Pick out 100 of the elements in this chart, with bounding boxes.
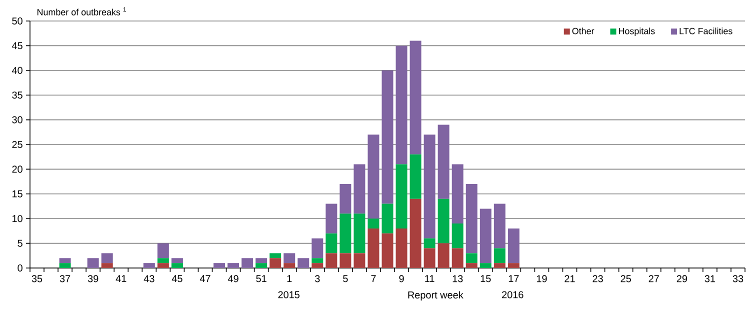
x-tick-label: 39 bbox=[88, 275, 98, 282]
bar bbox=[382, 70, 394, 204]
bar bbox=[382, 204, 394, 234]
bar bbox=[256, 258, 268, 264]
bar bbox=[157, 258, 169, 264]
bar bbox=[171, 258, 183, 264]
bar bbox=[214, 263, 226, 268]
x-tick-label: 1 bbox=[287, 275, 292, 282]
x-tick-label: 43 bbox=[144, 275, 154, 282]
text: 2015 bbox=[278, 291, 300, 298]
bar bbox=[424, 238, 436, 248]
y-tick-label: 30 bbox=[12, 116, 22, 124]
bar bbox=[494, 204, 506, 248]
x-tick-label: 17 bbox=[508, 275, 519, 282]
bar bbox=[368, 134, 380, 219]
bar bbox=[368, 218, 380, 228]
bar bbox=[452, 224, 464, 248]
x-tick-label: 51 bbox=[256, 275, 266, 282]
bar bbox=[480, 208, 492, 264]
x-tick-label: 49 bbox=[228, 275, 238, 282]
x-tick-label: 47 bbox=[200, 275, 210, 282]
bar bbox=[340, 184, 352, 214]
x-tick-label: 33 bbox=[732, 275, 744, 282]
x-tick-label: 35 bbox=[32, 275, 42, 282]
bar bbox=[452, 164, 464, 224]
bar bbox=[101, 253, 113, 264]
y-tick-label: 0 bbox=[18, 264, 22, 272]
bar bbox=[340, 253, 352, 268]
bar bbox=[59, 263, 71, 268]
y-tick-label: 50 bbox=[12, 17, 22, 25]
bar bbox=[396, 228, 408, 268]
bar bbox=[101, 263, 113, 268]
bar bbox=[354, 164, 366, 214]
bar bbox=[312, 238, 324, 258]
x-tick-label: 25 bbox=[620, 275, 631, 282]
y-tick-label: 40 bbox=[12, 66, 22, 74]
bar bbox=[466, 253, 478, 264]
legend-label: Other bbox=[572, 28, 594, 34]
y-tick-label: 10 bbox=[12, 215, 22, 222]
x-tick-label: 37 bbox=[60, 275, 70, 282]
bar bbox=[312, 263, 324, 268]
bar bbox=[438, 124, 450, 199]
bar bbox=[354, 253, 366, 268]
bar bbox=[508, 263, 520, 268]
bar bbox=[157, 263, 169, 268]
y-tick-label: 45 bbox=[12, 42, 22, 50]
bar bbox=[298, 258, 310, 268]
bar bbox=[494, 263, 506, 268]
bar bbox=[438, 198, 450, 244]
bar bbox=[508, 228, 520, 264]
bar bbox=[424, 134, 436, 238]
bar bbox=[242, 258, 254, 268]
bar bbox=[410, 154, 422, 199]
x-tick-label: 45 bbox=[172, 275, 182, 282]
bar bbox=[396, 164, 408, 228]
bar bbox=[340, 214, 352, 254]
x-tick-label: 7 bbox=[371, 275, 376, 282]
x-tick-label: 13 bbox=[452, 275, 463, 282]
x-tick-label: 11 bbox=[425, 275, 434, 282]
bar bbox=[59, 258, 71, 264]
bar bbox=[270, 253, 282, 258]
bar bbox=[87, 258, 99, 268]
bar bbox=[410, 40, 422, 154]
y-axis-title: Number of outbreaks $^{1}$ bbox=[38, 7, 126, 16]
bar bbox=[466, 263, 478, 268]
bar bbox=[143, 263, 155, 268]
bar bbox=[424, 248, 436, 268]
bar bbox=[480, 263, 492, 268]
bar bbox=[326, 233, 338, 254]
bar bbox=[494, 248, 506, 264]
x-tick-label: 19 bbox=[536, 275, 547, 282]
bar bbox=[157, 243, 169, 258]
bar bbox=[326, 204, 338, 234]
x-tick-label: 23 bbox=[592, 275, 603, 282]
y-tick-label: 20 bbox=[12, 166, 22, 173]
y-tick-label: 25 bbox=[12, 140, 22, 148]
text: 2016 bbox=[502, 291, 524, 298]
bar bbox=[354, 214, 366, 254]
y-tick-label: 15 bbox=[12, 190, 22, 198]
bar bbox=[438, 243, 450, 268]
bar bbox=[466, 184, 478, 254]
bar bbox=[171, 263, 183, 268]
text: Report week bbox=[408, 291, 464, 300]
x-tick-label: 31 bbox=[704, 275, 716, 282]
bar bbox=[382, 233, 394, 268]
bar bbox=[452, 248, 464, 268]
bar bbox=[368, 228, 380, 268]
x-tick-label: 9 bbox=[399, 275, 404, 282]
x-tick-label: 5 bbox=[343, 275, 348, 282]
x-tick-label: 15 bbox=[480, 275, 491, 282]
legend-label: LTC Facilities bbox=[680, 28, 732, 34]
y-tick-label: 5 bbox=[18, 240, 22, 247]
bar bbox=[228, 263, 240, 268]
bar bbox=[396, 46, 408, 164]
bar bbox=[312, 258, 324, 264]
legend-label: Hospitals bbox=[618, 28, 655, 36]
bar bbox=[284, 253, 296, 264]
x-tick-label: 41 bbox=[116, 275, 126, 282]
bar bbox=[326, 253, 338, 268]
bar bbox=[284, 263, 296, 268]
